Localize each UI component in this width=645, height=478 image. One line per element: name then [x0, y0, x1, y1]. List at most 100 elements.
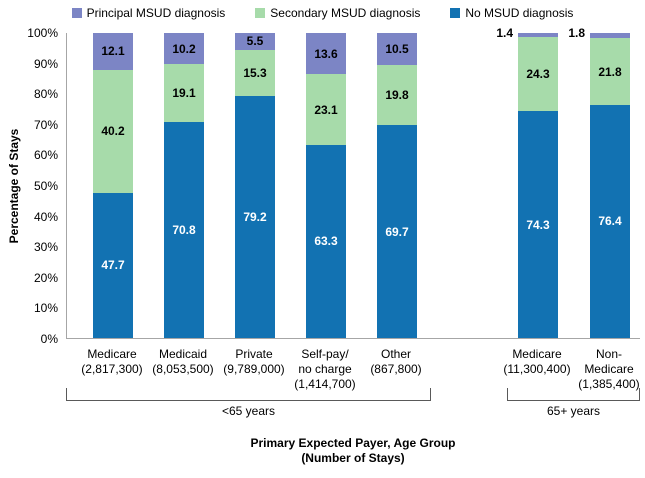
x-category-label-line: Medicare [87, 347, 137, 361]
bar-value-label: 19.1 [172, 86, 196, 101]
x-category-label-line: (1,414,700) [294, 377, 356, 391]
bar: 10.2 19.1 70.8 [164, 33, 204, 338]
x-category-label-line: no charge [298, 362, 352, 376]
y-tick-label: 90% [33, 56, 58, 71]
bar-segment-principal: 5.5 [235, 33, 275, 50]
x-axis-title-line2: (Number of Stays) [301, 451, 405, 465]
bar: 24.3 74.3 1.4 [496, 26, 558, 338]
legend-label: No MSUD diagnosis [465, 6, 574, 20]
group-bracket [66, 388, 431, 401]
x-category-label-line: (1,385,400) [578, 377, 640, 391]
group-label: 65+ years [546, 404, 601, 418]
y-tick-label: 60% [33, 148, 58, 163]
bar-value-label: 40.2 [101, 124, 125, 139]
bar-segment-no-msud: 76.4 [590, 104, 630, 338]
bar-value-label-outside: 1.8 [568, 26, 585, 40]
bar-value-label: 24.3 [526, 67, 550, 82]
x-axis-category-labels: Medicare (2,817,300) Medicaid (8,053,500) Pr… [0, 347, 645, 393]
bar-value-label: 23.1 [314, 102, 338, 117]
y-tick-label: 40% [33, 209, 58, 224]
x-category-label-line: (8,053,500) [152, 362, 214, 376]
x-axis-title-line1: Primary Expected Payer, Age Group [250, 436, 456, 450]
x-category-label-line: Medicare [512, 347, 562, 361]
bar-segment-no-msud: 47.7 [93, 192, 133, 338]
bar-value-label: 13.6 [314, 46, 338, 61]
bar-segment-secondary: 19.8 [377, 65, 417, 126]
x-category-label-line: (2,817,300) [81, 362, 143, 376]
bar-value-label: 79.2 [243, 210, 267, 225]
group-bracket [507, 388, 640, 401]
bar: 13.6 23.1 63.3 [306, 33, 346, 338]
bar-segment-no-msud: 69.7 [377, 125, 417, 338]
bar-segment-secondary: 19.1 [164, 64, 204, 123]
bar-value-label: 10.5 [385, 42, 409, 56]
y-tick-label: 20% [33, 270, 58, 285]
x-category-label-line: Medicaid [158, 347, 208, 361]
group-label: <65 years [221, 404, 276, 418]
x-category-label: Medicare (2,817,300) [70, 347, 154, 377]
x-category-label-line: Other [380, 347, 411, 361]
bar-value-label: 10.2 [172, 41, 196, 56]
x-category-label: Other (867,800) [354, 347, 438, 377]
y-tick-label: 0% [40, 332, 58, 346]
x-category-label-line: Medicare [584, 362, 634, 376]
bar-value-label: 19.8 [385, 88, 409, 103]
bar-value-label: 21.8 [598, 64, 622, 79]
bar-value-label: 63.3 [314, 234, 338, 249]
x-axis-title: Primary Expected Payer, Age Group (Numbe… [66, 436, 640, 466]
bar-segment-no-msud: 70.8 [164, 122, 204, 338]
bar-segment-principal: 12.1 [93, 33, 133, 70]
x-category-label: Self-pay/no charge (1,414,700) [283, 347, 367, 392]
legend-swatch-icon [450, 8, 461, 18]
legend-swatch-icon [255, 8, 266, 18]
bar-value-label: 76.4 [598, 214, 622, 229]
bar-value-label: 69.7 [385, 224, 409, 239]
bar-segment-principal: 10.5 [377, 33, 417, 66]
chart-legend: Principal MSUD diagnosis Secondary MSUD d… [0, 6, 645, 20]
legend-label: Secondary MSUD diagnosis [270, 6, 421, 20]
bar-segment-no-msud: 74.3 [518, 111, 558, 338]
legend-item: Principal MSUD diagnosis [71, 6, 226, 20]
legend-label: Principal MSUD diagnosis [86, 6, 226, 20]
bar-segment-secondary: 40.2 [93, 69, 133, 193]
bar-segment-secondary: 21.8 [590, 38, 630, 105]
x-category-label-line: (9,789,000) [223, 362, 285, 376]
bar: 12.1 40.2 47.7 [93, 33, 133, 338]
bar-segment-principal [518, 33, 558, 38]
x-category-label: Non- Medicare (1,385,400) [567, 347, 645, 392]
bar: 10.5 19.8 69.7 [377, 33, 417, 338]
bar-segment-principal: 13.6 [306, 33, 346, 75]
y-tick-label: 100% [27, 26, 58, 40]
y-tick-label: 70% [33, 117, 58, 132]
bar-value-label: 5.5 [246, 34, 264, 49]
bar-segment-principal: 10.2 [164, 33, 204, 65]
x-category-label-line: Private [235, 347, 273, 361]
bar-segment-no-msud: 79.2 [235, 96, 275, 338]
bar-value-label: 70.8 [172, 223, 196, 238]
x-category-label-line: (867,800) [370, 362, 422, 376]
plot-area: 12.1 40.2 47.7 10.2 19.1 70.8 5.5 15.3 79.2 13.6 2… [66, 26, 640, 339]
y-tick-label: 10% [33, 301, 58, 316]
x-category-label: Medicaid (8,053,500) [141, 347, 225, 377]
bar-value-label: 74.3 [526, 217, 550, 232]
bar-segment-principal [590, 33, 630, 39]
bar-segment-secondary: 24.3 [518, 37, 558, 112]
x-category-label: Private (9,789,000) [212, 347, 296, 377]
x-category-label-line: (11,300,400) [503, 362, 571, 376]
bar-value-label: 47.7 [101, 258, 125, 273]
bar-segment-no-msud: 63.3 [306, 144, 346, 338]
x-category-label-line: Self-pay/ [301, 347, 349, 361]
bar: 5.5 15.3 79.2 [235, 33, 275, 338]
x-category-label-line: Non- [595, 347, 622, 361]
bar-segment-secondary: 23.1 [306, 74, 346, 145]
legend-item: Secondary MSUD diagnosis [255, 6, 420, 20]
y-axis-tick-labels: 0% 10% 20% 30% 40% 50% 60% 70% 80% 90% 100% [0, 26, 62, 346]
legend-item: No MSUD diagnosis [450, 6, 573, 20]
y-tick-label: 30% [33, 240, 58, 255]
x-category-label: Medicare (11,300,400) [495, 347, 579, 377]
bar-segment-secondary: 15.3 [235, 49, 275, 97]
legend-swatch-icon [71, 8, 82, 18]
y-tick-label: 50% [33, 179, 58, 193]
bar-value-label: 12.1 [101, 44, 125, 59]
